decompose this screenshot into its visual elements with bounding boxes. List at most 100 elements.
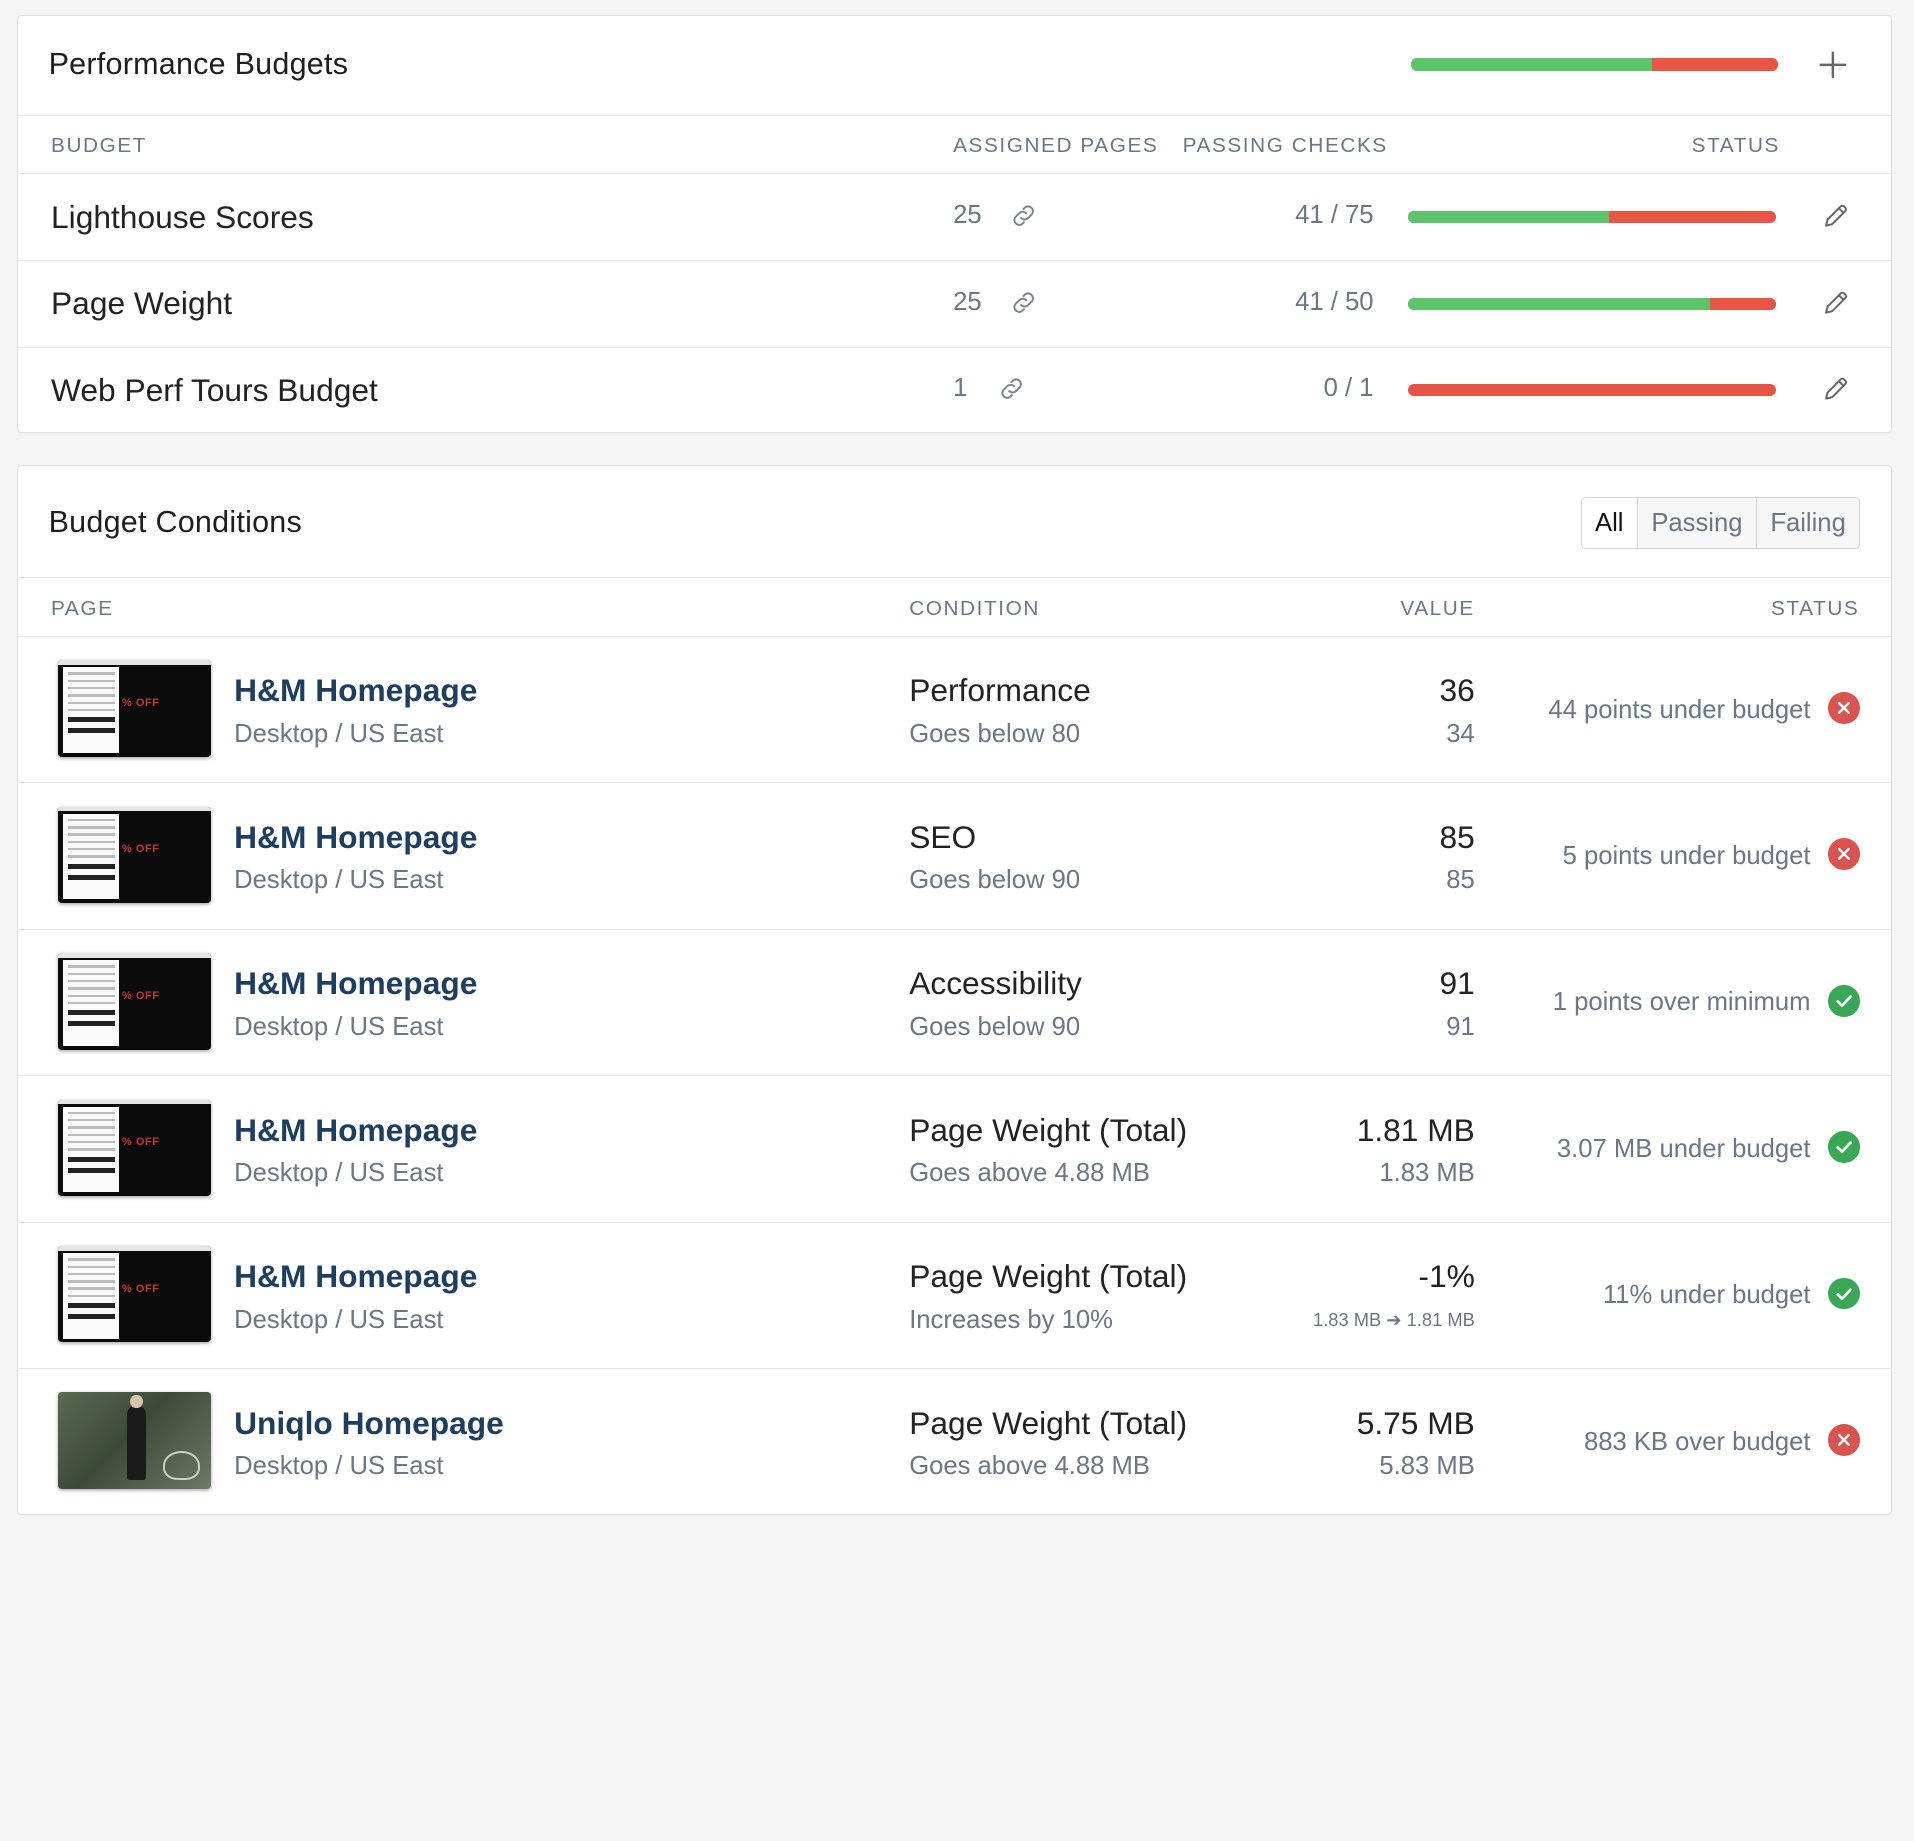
col-passing-checks: PASSING CHECKS [1182, 134, 1388, 158]
condition-previous-value: 85 [1446, 866, 1475, 895]
check-circle-icon [1828, 984, 1861, 1017]
condition-status-text: 3.07 MB under budget [1556, 1134, 1811, 1163]
condition-metric: Performance [909, 672, 1091, 709]
link-icon[interactable] [1009, 288, 1038, 317]
condition-status-text: 5 points under budget [1562, 842, 1811, 870]
condition-value: -1% [1418, 1258, 1475, 1295]
condition-metric: Page Weight (Total) [909, 1404, 1188, 1441]
conditions-title: Budget Conditions [48, 505, 303, 540]
condition-threshold: Goes below 90 [909, 1012, 1081, 1041]
x-circle-icon [1828, 1424, 1861, 1456]
x-circle-icon [1828, 838, 1861, 871]
condition-status-text: 883 KB over budget [1583, 1427, 1811, 1456]
x-circle-icon [1828, 691, 1861, 724]
condition-row: Uniqlo Homepage Desktop / US East Page Wei… [18, 1369, 1891, 1514]
condition-value: 36 [1439, 672, 1475, 709]
conditions-header: Budget Conditions All Passing Failing [18, 466, 1892, 579]
col-budget: BUDGET [51, 134, 148, 158]
filter-failing[interactable]: Failing [1755, 497, 1859, 549]
budgets-column-headers: BUDGET ASSIGNED PAGES PASSING CHECKS STA… [18, 116, 1892, 175]
filter-all[interactable]: All [1581, 497, 1637, 549]
budget-name[interactable]: Lighthouse Scores [51, 198, 314, 235]
budgets-title: Performance Budgets [48, 47, 349, 82]
condition-value: 85 [1439, 818, 1475, 855]
budget-status-bar [1408, 210, 1776, 224]
condition-previous-value: 1.83 MB ➔ 1.81 MB [1313, 1309, 1475, 1331]
filter-passing[interactable]: Passing [1636, 497, 1756, 549]
page-thumbnail[interactable]: % OFF [58, 1099, 211, 1196]
col-status: STATUS [1691, 134, 1780, 158]
passing-checks: 41 / 50 [1295, 287, 1374, 316]
page-location: Desktop / US East [234, 866, 444, 895]
overall-status-bar [1410, 58, 1779, 71]
page-thumbnail[interactable]: % OFF [58, 660, 211, 757]
condition-status-text: 44 points under budget [1548, 695, 1811, 724]
page-thumbnail[interactable]: % OFF [58, 953, 211, 1050]
page-name-link[interactable]: H&M Homepage [234, 965, 478, 1002]
page-thumbnail[interactable]: % OFF [58, 1246, 211, 1343]
link-icon[interactable] [1009, 201, 1038, 230]
condition-threshold: Increases by 10% [909, 1305, 1113, 1334]
condition-threshold: Goes above 4.88 MB [909, 1452, 1150, 1481]
page-location: Desktop / US East [234, 1305, 444, 1334]
condition-row: % OFF H&M Homepage Desktop / US East Access… [18, 930, 1892, 1077]
condition-threshold: Goes below 90 [909, 866, 1081, 895]
link-icon[interactable] [997, 374, 1026, 403]
page-name-link[interactable]: H&M Homepage [234, 1111, 478, 1148]
col-condition: CONDITION [909, 596, 1040, 620]
condition-value: 1.81 MB [1356, 1111, 1475, 1148]
page-thumbnail[interactable] [58, 1392, 211, 1489]
col-assigned-pages: ASSIGNED PAGES [953, 134, 1159, 158]
page-location: Desktop / US East [234, 1012, 444, 1041]
condition-previous-value: 91 [1446, 1012, 1475, 1041]
budget-conditions-card: Budget Conditions All Passing Failing PA… [17, 465, 1893, 1515]
page-name-link[interactable]: H&M Homepage [234, 818, 478, 855]
condition-metric: Page Weight (Total) [909, 1258, 1188, 1295]
page-name-link[interactable]: H&M Homepage [234, 672, 478, 709]
conditions-column-headers: PAGE CONDITION VALUE STATUS [18, 578, 1892, 637]
page-location: Desktop / US East [234, 719, 444, 748]
page-name-link[interactable]: Uniqlo Homepage [234, 1404, 504, 1441]
pencil-icon[interactable] [1820, 200, 1852, 232]
condition-metric: Accessibility [909, 965, 1082, 1002]
assigned-pages-count: 25 [953, 201, 982, 230]
budget-name[interactable]: Page Weight [51, 285, 233, 322]
assigned-pages-count: 25 [953, 287, 982, 316]
col-page: PAGE [51, 596, 114, 620]
passing-checks: 41 / 75 [1295, 201, 1374, 230]
condition-previous-value: 34 [1446, 719, 1475, 748]
budget-status-bar [1408, 384, 1776, 397]
page-name-link[interactable]: H&M Homepage [234, 1258, 478, 1295]
page-location: Desktop / US East [234, 1159, 444, 1188]
condition-row: % OFF H&M Homepage Desktop / US East Page W… [18, 1223, 1892, 1370]
page-thumbnail[interactable]: % OFF [58, 806, 211, 904]
budget-row[interactable]: Page Weight 25 41 / 50 [18, 261, 1892, 348]
budget-row[interactable]: Lighthouse Scores 25 41 / 75 [18, 174, 1892, 261]
col-value: VALUE [1400, 596, 1475, 620]
check-circle-icon [1828, 1131, 1861, 1164]
condition-filter: All Passing Failing [1580, 496, 1861, 550]
condition-threshold: Goes above 4.88 MB [909, 1159, 1150, 1188]
condition-value: 5.75 MB [1356, 1404, 1475, 1441]
condition-row: % OFF H&M Homepage Desktop / US East Page W… [18, 1076, 1892, 1223]
pencil-icon[interactable] [1820, 373, 1852, 405]
condition-metric: Page Weight (Total) [909, 1111, 1188, 1148]
budget-name[interactable]: Web Perf Tours Budget [51, 372, 378, 409]
condition-previous-value: 1.83 MB [1379, 1159, 1475, 1188]
budget-status-bar [1408, 297, 1776, 310]
budgets-header: Performance Budgets [18, 16, 1892, 116]
condition-threshold: Goes below 80 [909, 719, 1081, 748]
condition-status-text: 11% under budget [1602, 1281, 1811, 1310]
condition-value: 91 [1439, 965, 1475, 1002]
condition-metric: SEO [909, 818, 977, 855]
condition-previous-value: 5.83 MB [1379, 1452, 1475, 1481]
budget-row[interactable]: Web Perf Tours Budget 1 0 / 1 [18, 348, 1891, 435]
pencil-icon[interactable] [1820, 287, 1852, 319]
condition-status-text: 1 points over minimum [1552, 988, 1811, 1017]
assigned-pages-count: 1 [953, 374, 968, 403]
condition-row: % OFF H&M Homepage Desktop / US East SEO Goe… [18, 783, 1892, 930]
plus-icon[interactable] [1817, 49, 1849, 81]
passing-checks: 0 / 1 [1323, 374, 1374, 403]
check-circle-icon [1828, 1277, 1861, 1310]
page-location: Desktop / US East [234, 1452, 444, 1481]
